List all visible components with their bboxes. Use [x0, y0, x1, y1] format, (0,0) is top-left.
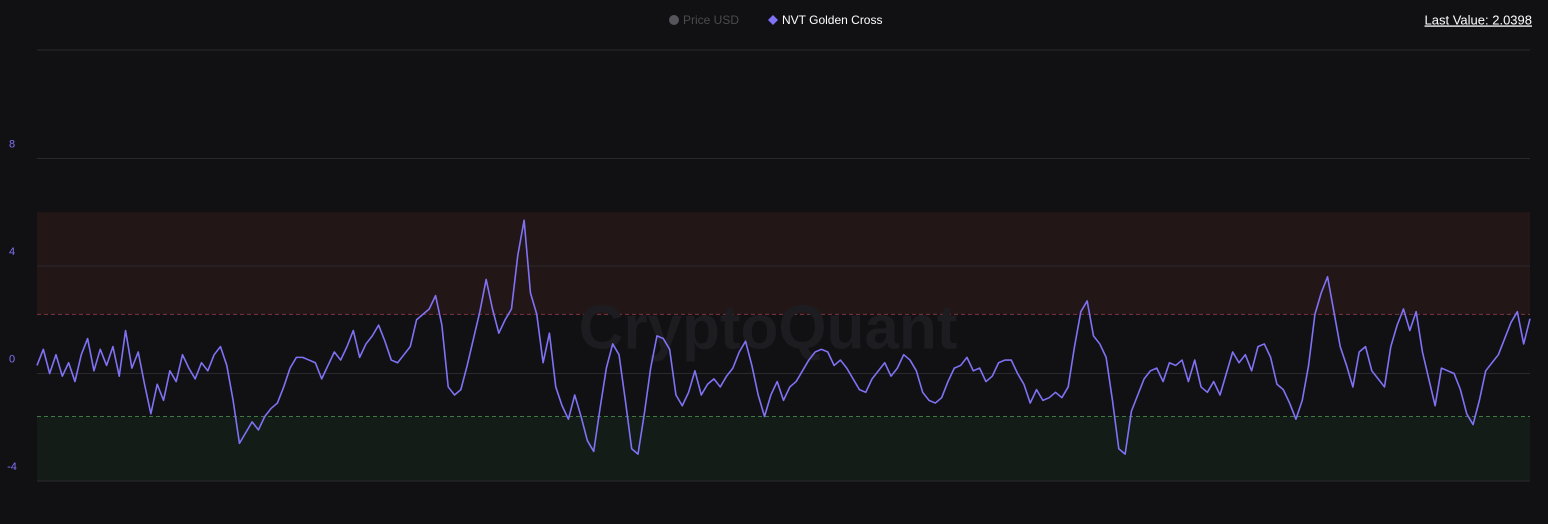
legend-label[interactable]: NVT Golden Cross	[782, 13, 882, 27]
legend-label[interactable]: Price USD	[683, 13, 739, 27]
y-tick-label: -4	[7, 461, 17, 473]
zone-band	[37, 416, 1530, 481]
y-tick-label: 0	[9, 353, 15, 365]
last-value[interactable]: Last Value: 2.0398	[1425, 12, 1532, 27]
data-line	[36, 219, 1531, 455]
y-tick-label: 8	[9, 138, 15, 150]
legend-marker	[669, 15, 679, 25]
watermark: CryptoQuant	[579, 293, 958, 362]
legend-marker	[768, 15, 778, 25]
y-tick-label: 4	[9, 246, 15, 258]
zone-band	[37, 212, 1530, 315]
